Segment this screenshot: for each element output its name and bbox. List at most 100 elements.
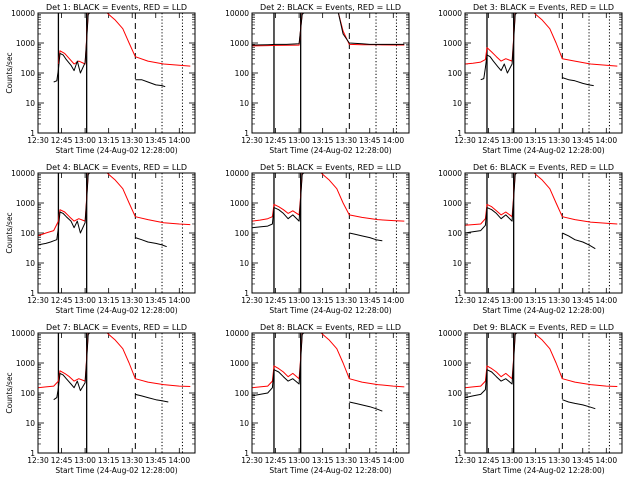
x-tick-label: 13:15 xyxy=(312,296,334,305)
x-tick-label: 12:30 xyxy=(454,136,476,145)
events-series-line xyxy=(53,13,166,88)
x-tick-label: 13:30 xyxy=(121,456,143,465)
plot-frame xyxy=(464,172,623,294)
detector-panel: 1 10 100 1000 10000 12:30 12:45 13:00 13:15 13:30… xyxy=(5,3,196,155)
x-axis-label: Start Time (24-Aug-02 12:28:00) xyxy=(55,306,177,315)
x-tick-label: 13:15 xyxy=(312,136,334,145)
panel-title: Det 8: BLACK = Events, RED = LLD xyxy=(260,323,401,332)
y-tick-label: 10 xyxy=(452,99,462,108)
y-tick-label: 1000 xyxy=(230,39,249,48)
x-tick-label: 14:00 xyxy=(382,456,404,465)
x-tick-label: 12:45 xyxy=(478,136,500,145)
detector-panel: 1 10 100 1000 10000 12:30 12:45 13:00 13:15 13:30… xyxy=(438,163,623,315)
plot-frame xyxy=(464,12,623,134)
events-series-line xyxy=(465,173,596,250)
y-tick-label: 100 xyxy=(448,389,463,398)
x-tick-label: 12:45 xyxy=(51,456,73,465)
x-tick-label: 14:00 xyxy=(595,296,617,305)
x-tick-label: 12:45 xyxy=(265,456,287,465)
y-tick-label: 1 xyxy=(244,289,249,298)
x-tick-label: 13:30 xyxy=(548,136,570,145)
detector-panel: 1 10 100 1000 10000 12:30 12:45 13:00 13:15 13:30… xyxy=(5,323,196,475)
plot-frame xyxy=(251,12,410,134)
x-tick-label: 13:00 xyxy=(74,136,96,145)
detector-panel: 1 10 100 1000 10000 12:30 12:45 13:00 13:15 13:30… xyxy=(438,3,623,155)
y-tick-label: 1 xyxy=(244,129,249,138)
panel-title: Det 9: BLACK = Events, RED = LLD xyxy=(473,323,614,332)
series-group xyxy=(465,333,618,410)
panel-title: Det 4: BLACK = Events, RED = LLD xyxy=(46,163,187,172)
x-axis-label: Start Time (24-Aug-02 12:28:00) xyxy=(55,466,177,475)
y-tick-label: 10000 xyxy=(11,329,35,338)
y-axis-label: Counts/sec xyxy=(5,52,14,93)
events-series-line xyxy=(53,333,169,403)
x-tick-label: 13:45 xyxy=(572,296,594,305)
events-series-line xyxy=(480,13,594,87)
x-tick-label: 13:15 xyxy=(98,136,120,145)
x-tick-label: 13:00 xyxy=(288,296,310,305)
y-tick-label: 100 xyxy=(21,229,36,238)
x-tick-label: 12:30 xyxy=(27,296,49,305)
x-axis-label: Start Time (24-Aug-02 12:28:00) xyxy=(269,146,391,155)
series-group xyxy=(38,173,191,248)
y-tick-label: 100 xyxy=(21,69,36,78)
x-tick-label: 12:30 xyxy=(241,136,263,145)
y-tick-label: 10000 xyxy=(225,169,249,178)
plot-frame xyxy=(251,172,410,294)
y-tick-label: 1 xyxy=(30,449,35,458)
x-tick-label: 14:00 xyxy=(168,456,190,465)
x-tick-label: 13:00 xyxy=(501,136,523,145)
y-tick-label: 1000 xyxy=(16,39,35,48)
panel-title: Det 7: BLACK = Events, RED = LLD xyxy=(46,323,187,332)
y-tick-label: 1000 xyxy=(16,199,35,208)
detector-panel: 1 10 100 1000 10000 12:30 12:45 13:00 13:15 13:30… xyxy=(225,163,410,315)
y-tick-label: 10 xyxy=(25,99,35,108)
x-tick-label: 13:45 xyxy=(359,456,381,465)
y-tick-label: 1000 xyxy=(230,359,249,368)
x-tick-label: 13:45 xyxy=(145,136,167,145)
x-tick-label: 13:00 xyxy=(74,296,96,305)
y-tick-label: 1 xyxy=(30,289,35,298)
y-tick-label: 10 xyxy=(239,259,249,268)
x-axis-label: Start Time (24-Aug-02 12:28:00) xyxy=(482,306,604,315)
y-tick-label: 10 xyxy=(25,419,35,428)
y-tick-label: 10 xyxy=(239,99,249,108)
x-tick-label: 13:30 xyxy=(335,136,357,145)
y-tick-label: 1000 xyxy=(443,39,462,48)
y-tick-label: 10 xyxy=(452,259,462,268)
y-tick-label: 1 xyxy=(457,449,462,458)
plot-frame xyxy=(37,332,196,454)
x-tick-label: 13:45 xyxy=(145,456,167,465)
lld-series-line xyxy=(465,13,618,67)
lld-series-line xyxy=(252,13,405,47)
x-tick-label: 13:15 xyxy=(98,296,120,305)
x-tick-label: 13:30 xyxy=(121,296,143,305)
y-tick-label: 100 xyxy=(235,389,250,398)
x-tick-label: 13:30 xyxy=(121,136,143,145)
plot-frame xyxy=(37,172,196,294)
x-tick-label: 13:45 xyxy=(359,136,381,145)
x-tick-label: 13:00 xyxy=(288,456,310,465)
events-series-line xyxy=(252,13,405,46)
events-series-line xyxy=(38,173,167,248)
y-axis-label: Counts/sec xyxy=(5,372,14,413)
panel-title: Det 5: BLACK = Events, RED = LLD xyxy=(260,163,401,172)
x-tick-label: 13:00 xyxy=(501,296,523,305)
detector-panel: 1 10 100 1000 10000 12:30 12:45 13:00 13:15 13:30… xyxy=(5,163,196,315)
events-series-line xyxy=(252,173,383,242)
y-tick-label: 1000 xyxy=(443,199,462,208)
y-tick-label: 10000 xyxy=(225,9,249,18)
y-tick-label: 10000 xyxy=(225,329,249,338)
x-tick-label: 13:00 xyxy=(501,456,523,465)
x-tick-label: 12:45 xyxy=(51,296,73,305)
x-axis-label: Start Time (24-Aug-02 12:28:00) xyxy=(269,306,391,315)
x-axis-label: Start Time (24-Aug-02 12:28:00) xyxy=(55,146,177,155)
panel-title: Det 1: BLACK = Events, RED = LLD xyxy=(46,3,187,12)
y-tick-label: 10000 xyxy=(438,169,462,178)
events-series-line xyxy=(465,333,596,410)
x-tick-label: 14:00 xyxy=(382,296,404,305)
series-group xyxy=(465,13,618,87)
x-tick-label: 12:30 xyxy=(241,456,263,465)
x-tick-label: 13:45 xyxy=(572,136,594,145)
